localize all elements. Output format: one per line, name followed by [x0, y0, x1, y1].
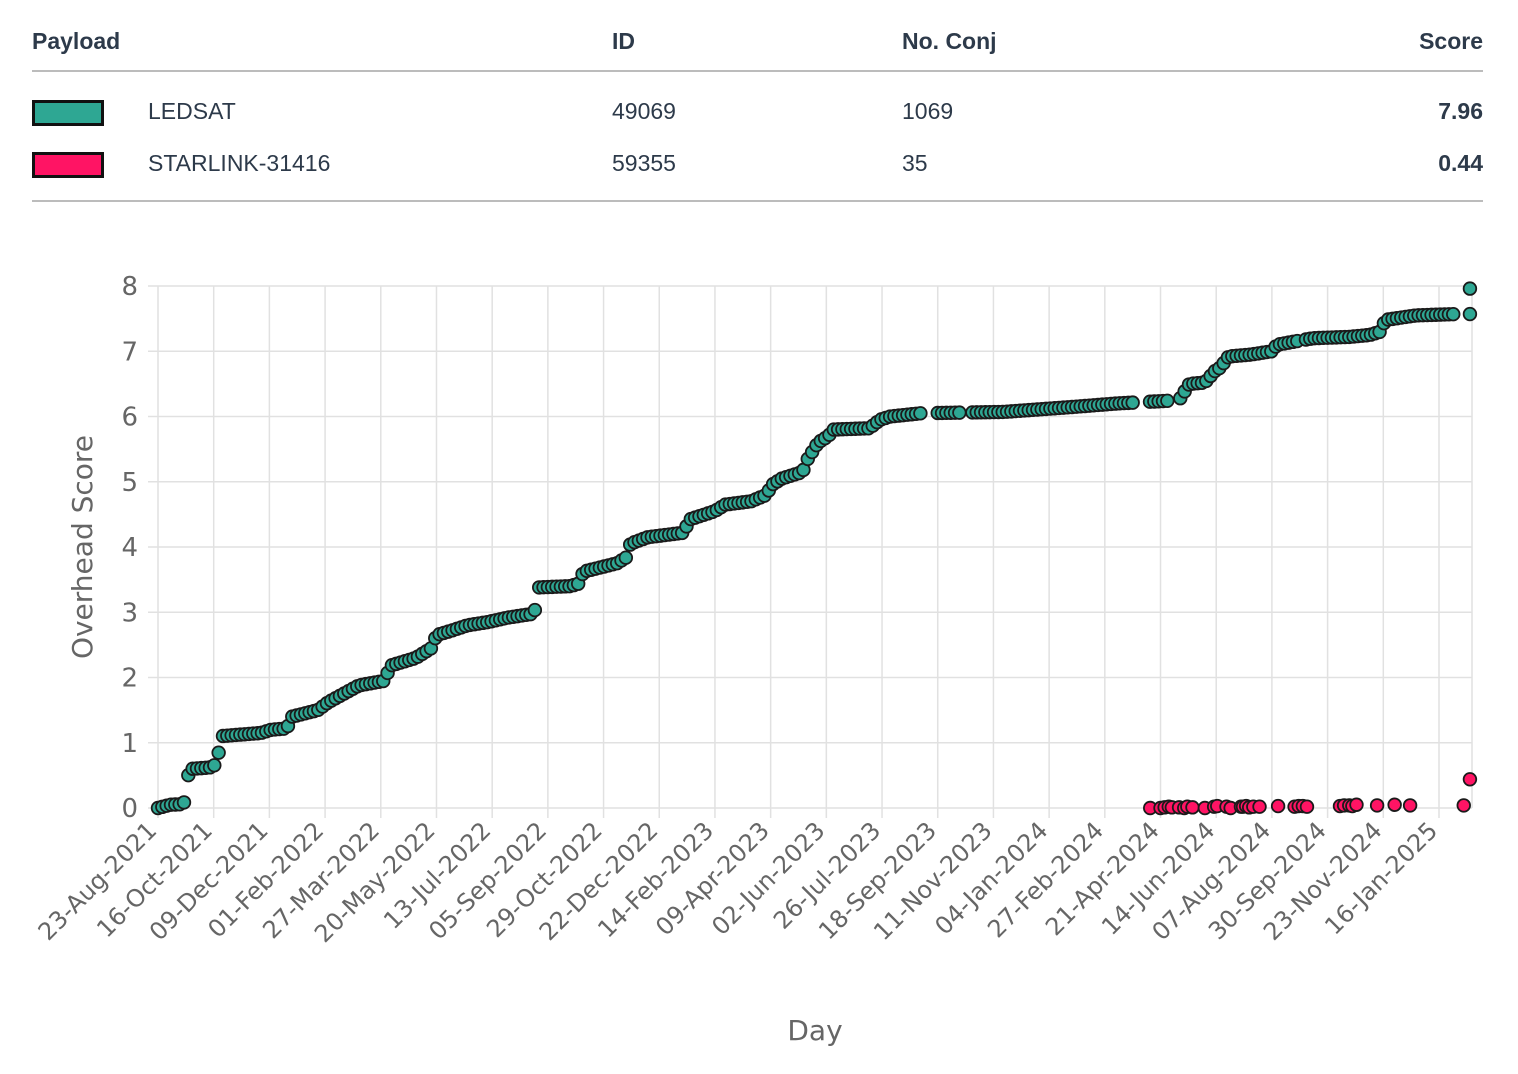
- ledsat-point: [913, 406, 928, 421]
- payload-conj-count: 1069: [902, 98, 954, 124]
- starlink-31416-point: [1185, 800, 1200, 815]
- ledsat-point: [618, 550, 634, 565]
- data-points: [150, 281, 1478, 816]
- legend-table-divider: [32, 200, 1483, 202]
- payload-id: 59355: [612, 150, 676, 176]
- y-tick-label: 5: [121, 468, 138, 498]
- legend-table: Payload ID No. Conj Score LEDSAT 49069 1…: [32, 18, 1483, 202]
- ledsat-point: [207, 758, 222, 773]
- starlink-31416-point: [1252, 799, 1267, 814]
- y-tick-label: 8: [121, 272, 138, 302]
- ledsat-point: [1462, 281, 1478, 296]
- legend-row-ledsat[interactable]: LEDSAT 49069 1069 7.96: [32, 86, 1483, 138]
- x-axis-ticks: 23-Aug-202116-Oct-202109-Dec-202101-Feb-…: [33, 816, 1444, 948]
- payload-conj-count: 35: [902, 150, 928, 176]
- legend-row-starlink[interactable]: STARLINK-31416 59355 35 0.44: [32, 138, 1483, 190]
- x-axis-title: Day: [787, 1014, 842, 1047]
- y-axis-title: Overhead Score: [66, 435, 99, 659]
- ledsat-point: [176, 795, 192, 810]
- starlink-31416-point: [1402, 798, 1418, 813]
- ledsat-point: [527, 602, 543, 618]
- ledsat-point: [1160, 393, 1175, 409]
- chart-grid: [148, 285, 1473, 818]
- y-tick-label: 1: [121, 729, 138, 759]
- y-tick-label: 0: [121, 794, 138, 824]
- starlink-31416-point: [1349, 797, 1364, 812]
- y-tick-label: 2: [121, 664, 138, 694]
- ledsat-point: [1462, 306, 1478, 322]
- starlink-31416-point: [1299, 799, 1315, 814]
- header-score[interactable]: Score: [1419, 28, 1483, 54]
- payload-name: LEDSAT: [148, 98, 236, 124]
- y-axis-ticks: 0 1 2 3 4 5 6 7 8: [121, 272, 138, 824]
- ledsat-point: [211, 745, 226, 760]
- y-tick-label: 6: [121, 403, 138, 433]
- starlink-31416-point: [1387, 797, 1402, 812]
- payload-score: 7.96: [1438, 98, 1483, 124]
- series-color-swatch[interactable]: [32, 100, 104, 126]
- starlink-31416-point: [1270, 798, 1286, 814]
- starlink-31416-point: [1462, 772, 1478, 787]
- series-color-swatch[interactable]: [32, 152, 104, 178]
- ledsat-point: [1446, 306, 1461, 322]
- y-tick-label: 3: [121, 598, 138, 628]
- y-tick-label: 7: [121, 337, 138, 367]
- ledsat-point: [1125, 395, 1140, 410]
- payload-id: 49069: [612, 98, 676, 124]
- payload-score: 0.44: [1438, 150, 1483, 176]
- starlink-31416-point: [1369, 798, 1385, 813]
- legend-table-header: Payload ID No. Conj Score: [32, 18, 1483, 72]
- score-scatter-chart: 0 1 2 3 4 5 6 7 8 23-Aug-202116-Oct-202109-Dec-2…: [33, 272, 1478, 1047]
- starlink-31416-point: [1456, 798, 1471, 813]
- y-tick-label: 4: [121, 533, 138, 563]
- payload-name: STARLINK-31416: [148, 150, 331, 176]
- header-payload[interactable]: Payload: [32, 28, 121, 54]
- header-no-conj[interactable]: No. Conj: [902, 28, 997, 54]
- ledsat-point: [952, 405, 967, 420]
- header-id[interactable]: ID: [612, 28, 635, 54]
